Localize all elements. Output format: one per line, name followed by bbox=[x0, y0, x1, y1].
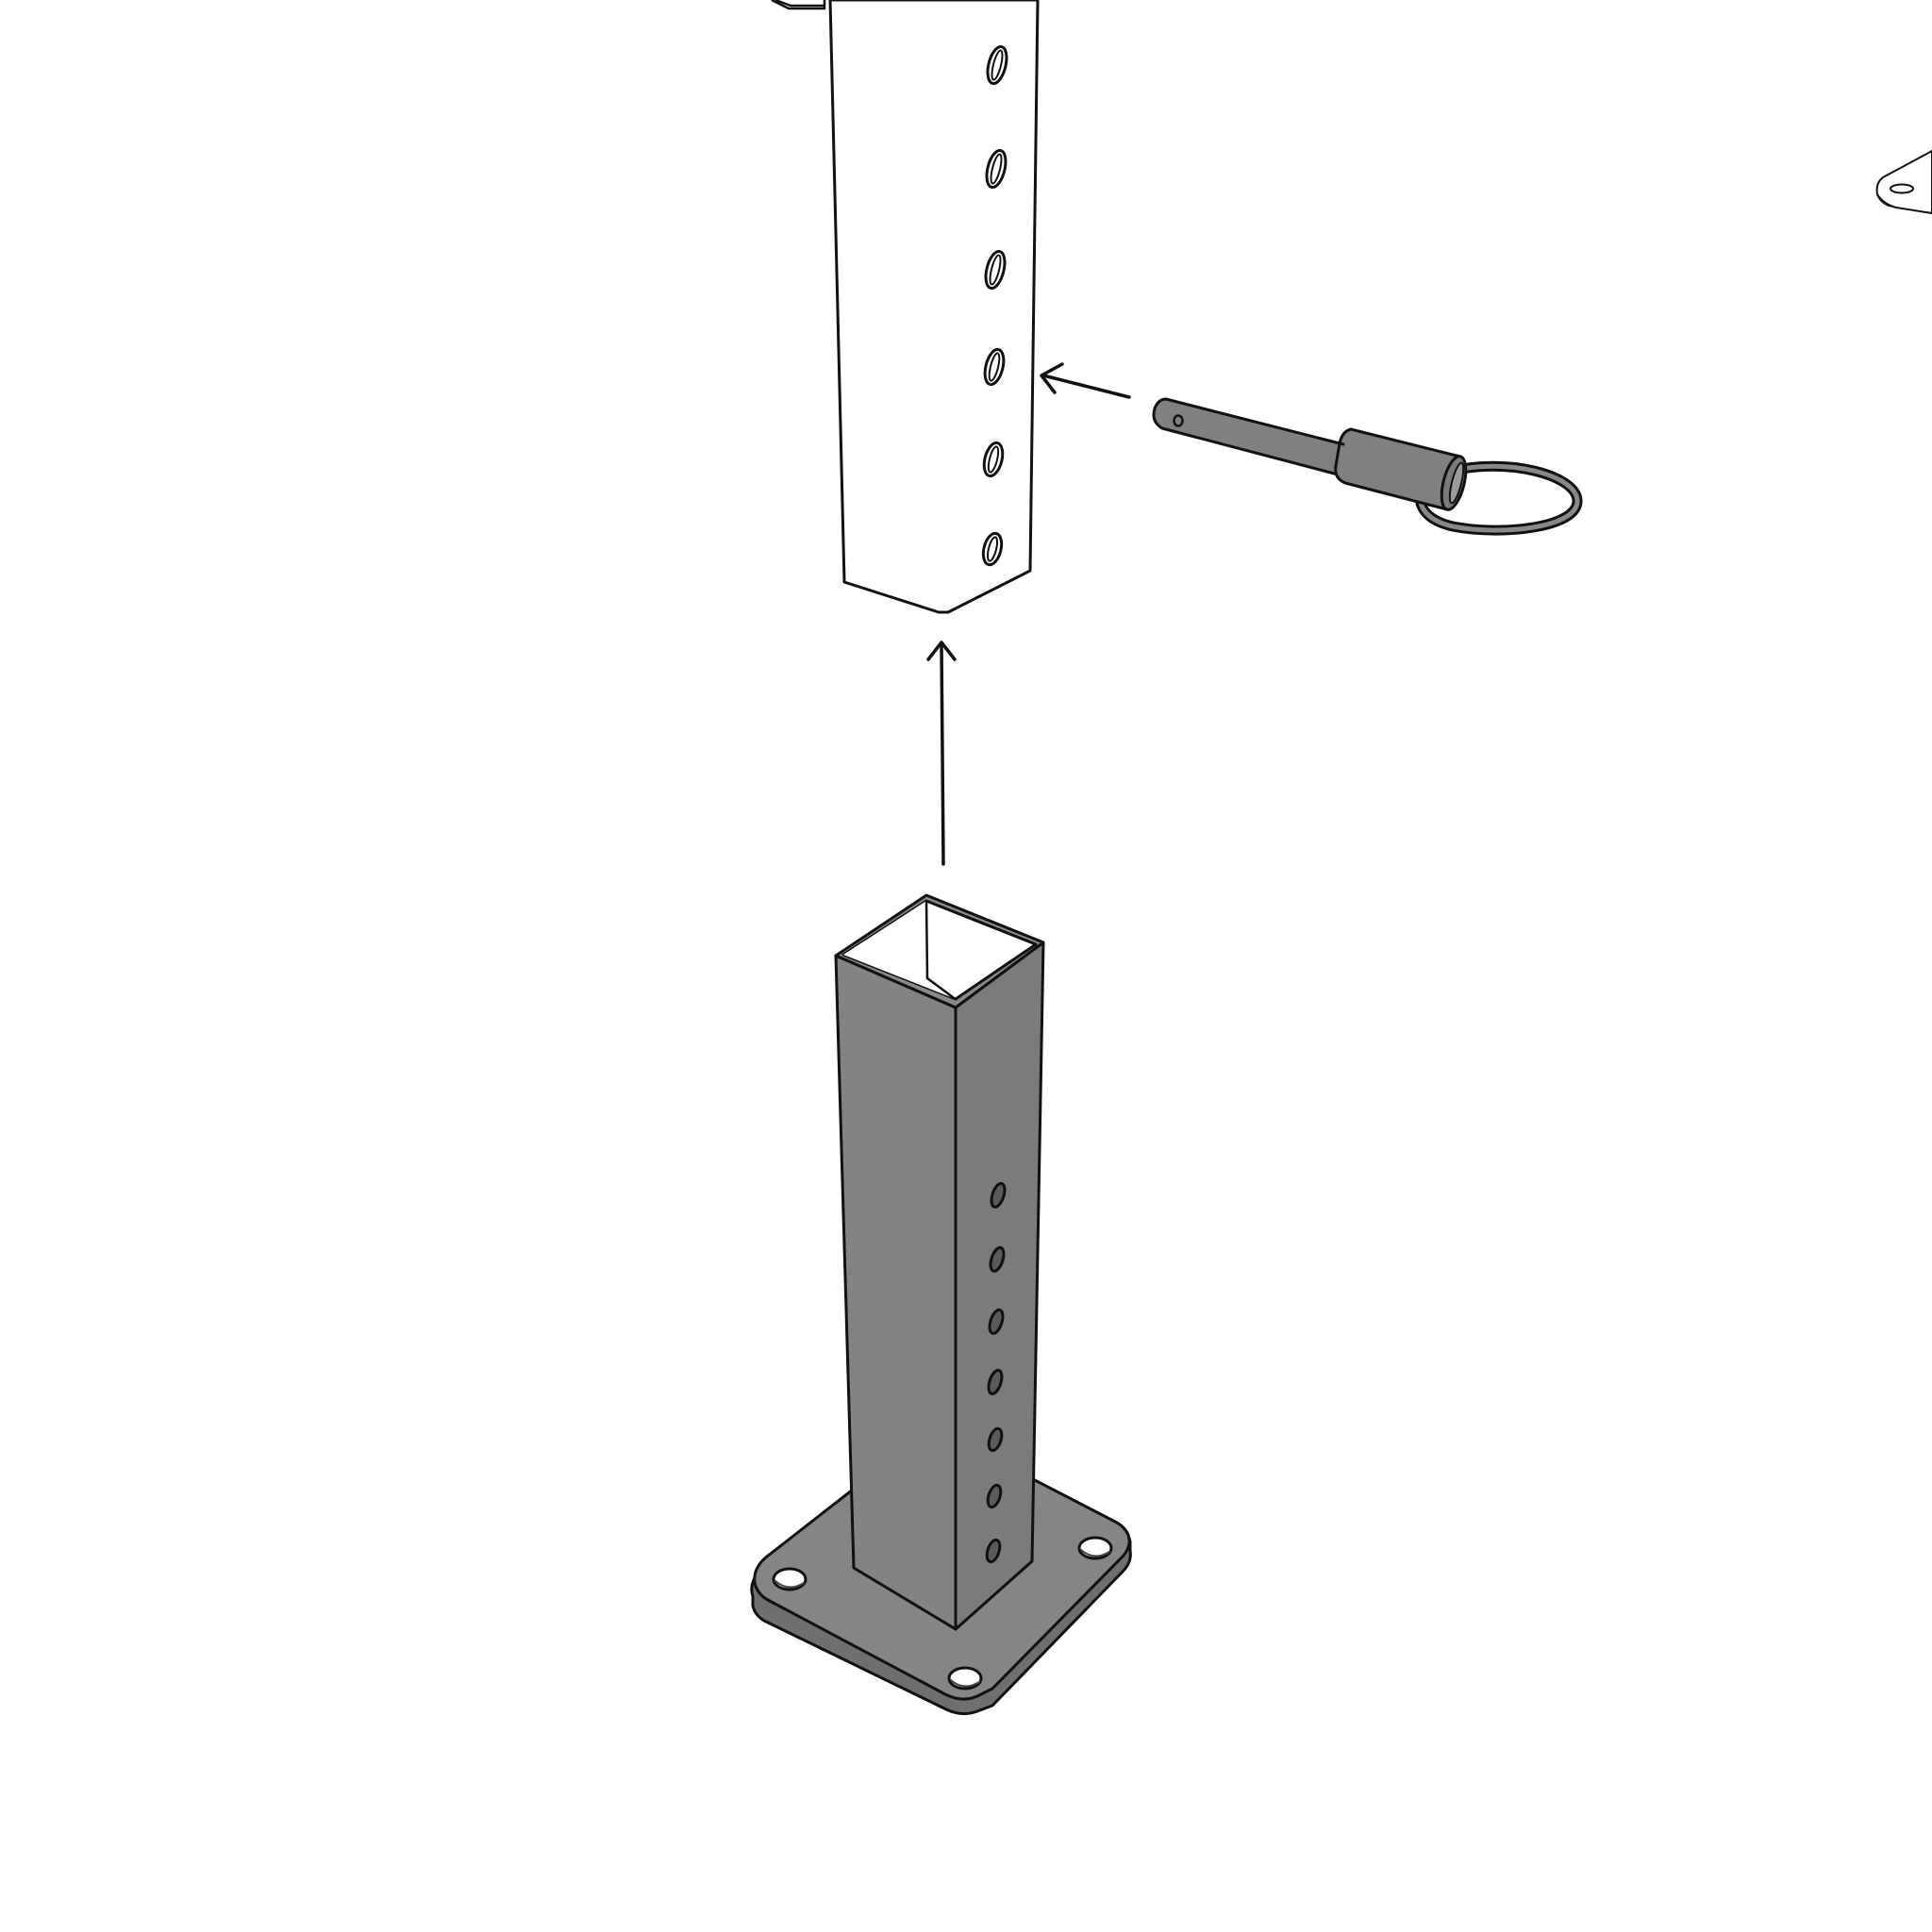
hole bbox=[991, 49, 1004, 81]
arrow-up-icon bbox=[926, 641, 957, 866]
hole bbox=[990, 1181, 1007, 1209]
upper-post-body bbox=[828, 0, 1040, 614]
lower-post-left-face bbox=[834, 954, 958, 1631]
pin-shaft bbox=[1152, 397, 1345, 476]
lock-pin bbox=[1152, 397, 1583, 536]
hole bbox=[988, 1307, 1005, 1336]
partial-bracket-top-right bbox=[1875, 150, 1932, 214]
lower-post bbox=[834, 893, 1045, 1631]
hole bbox=[987, 1426, 1004, 1453]
hole bbox=[988, 352, 1001, 382]
hole bbox=[987, 1368, 1004, 1396]
lower-post-right-face bbox=[954, 941, 1045, 1631]
upper-post-holes bbox=[981, 44, 1008, 567]
lower-post-holes bbox=[985, 1181, 1007, 1564]
partial-bracket-top-left bbox=[771, 0, 826, 10]
arrow-left-icon bbox=[1040, 362, 1131, 399]
hole bbox=[986, 1483, 1003, 1509]
lower-post-inner-wall bbox=[843, 901, 956, 999]
pin-collar bbox=[1334, 427, 1462, 511]
hole bbox=[989, 254, 1002, 286]
hole bbox=[985, 1538, 1002, 1564]
upper-post bbox=[828, 0, 1040, 614]
hole bbox=[987, 536, 998, 562]
hole bbox=[987, 445, 1000, 474]
hole bbox=[990, 153, 1003, 185]
hole bbox=[989, 1245, 1006, 1274]
